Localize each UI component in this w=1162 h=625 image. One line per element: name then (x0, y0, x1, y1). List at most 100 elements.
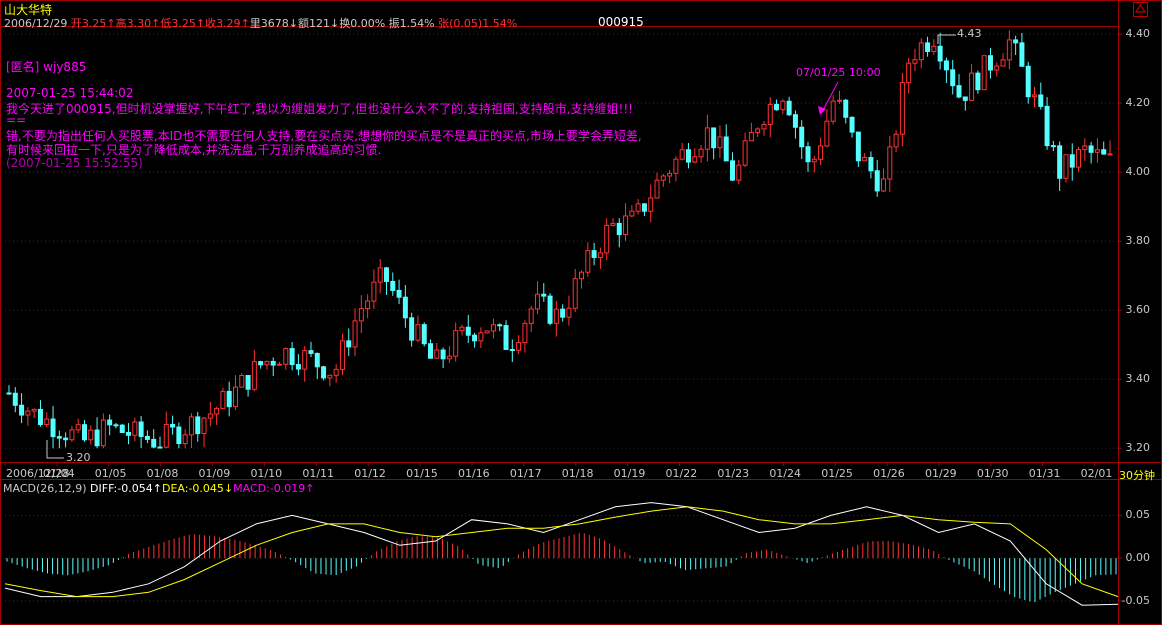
candle-body (855, 131, 861, 162)
time-tick-label: 01/09 (198, 467, 231, 480)
macd-info-bar: MACD(26,12,9) DIFF:-0.054↑DEA:-0.045↓MAC… (3, 482, 315, 495)
candle-body (704, 127, 710, 150)
marker-arrow-line (821, 81, 839, 113)
candle-body (1088, 145, 1094, 153)
low-marker-line (46, 440, 64, 459)
candle-body (522, 322, 528, 344)
time-tick-label: 01/15 (406, 467, 438, 480)
candle-body (824, 120, 830, 147)
candle-body (220, 390, 226, 409)
up-arrow-icon: ↑ (305, 482, 315, 495)
comment-text: 我今天进了000915,但时机没掌握好,下午红了,我以为缠姐发力了,但也没什么大… (6, 102, 633, 116)
candle-body (987, 55, 993, 71)
candle-body (679, 149, 685, 160)
change-pct: 1.54% (482, 17, 518, 30)
time-tick-label: 01/24 (769, 467, 802, 480)
candle-body (1082, 145, 1088, 151)
volume-label: 里 (249, 17, 261, 30)
candle-body (245, 375, 251, 390)
amount-value: 121 (309, 17, 330, 30)
candle-body (623, 215, 629, 236)
candle-body (289, 348, 295, 366)
candle-body (761, 123, 767, 130)
amplitude-label: 振 (388, 17, 400, 30)
macd-label: MACD(26,12,9) (3, 482, 87, 495)
candle-body (918, 42, 924, 61)
candle-body (377, 267, 383, 283)
candle-body (541, 293, 547, 297)
down-arrow-icon: ↓ (288, 17, 298, 30)
candle-body (836, 99, 842, 102)
turnover-label: 换 (339, 17, 351, 30)
candle-body (748, 132, 754, 142)
candle-body (239, 375, 245, 388)
down-arrow-icon: ↓ (223, 482, 234, 495)
candle-body (1057, 145, 1063, 179)
candle-body (1032, 94, 1038, 98)
candle-body (579, 271, 585, 280)
candle-body (503, 325, 509, 350)
up-arrow-icon: ↑ (240, 17, 250, 30)
candle-body (19, 404, 25, 416)
candle-body (1107, 153, 1113, 156)
time-tick-label: 01/12 (354, 467, 386, 480)
candle-body (780, 100, 786, 111)
candle-body (698, 148, 704, 158)
time-tick-label: 01/18 (561, 467, 594, 480)
candle-body (302, 350, 308, 370)
candle-body (358, 308, 364, 322)
candle-body (553, 308, 559, 324)
close-button[interactable] (1133, 2, 1148, 17)
candle-body (339, 340, 345, 370)
time-tick-label: 01/11 (302, 467, 335, 480)
amount-label: 额 (298, 17, 309, 30)
down-arrow-icon: ↓ (330, 17, 340, 30)
candle-body (1076, 149, 1082, 168)
high-annotation: 4.43 (957, 27, 982, 40)
candle-body (333, 368, 339, 376)
candle-body (346, 340, 352, 348)
candle-body (465, 326, 471, 336)
candle-body (182, 434, 188, 445)
candle-body (50, 418, 56, 438)
candle-body (667, 172, 673, 177)
candle-body (484, 330, 490, 334)
candle-body (629, 210, 635, 217)
candle-body (962, 96, 968, 101)
candle-body (478, 332, 484, 342)
candle-body (925, 42, 931, 52)
amplitude-value: 1.54% (399, 17, 435, 30)
candle-body (63, 437, 69, 441)
candle-body (308, 350, 314, 354)
candle-body (597, 252, 603, 258)
candle-body (1000, 59, 1006, 67)
up-arrow-icon: ↑ (195, 17, 206, 30)
open-label: 开 (70, 17, 82, 30)
candle-body (1038, 94, 1044, 107)
price-tick-label: 3.60 (1125, 303, 1151, 317)
candle-body (440, 349, 446, 360)
candle-body (516, 342, 522, 351)
candle-body (654, 179, 660, 199)
candle-body (660, 175, 666, 181)
candle-body (956, 85, 962, 98)
period-label[interactable]: 30分钟 (1119, 469, 1155, 482)
candle-body (176, 426, 182, 445)
candle-body (811, 158, 817, 163)
candle-body (648, 197, 654, 212)
low-value: 3.25 (171, 17, 196, 30)
comment-author: [匿名] wjy885 (6, 60, 87, 74)
candle-body (81, 424, 87, 441)
up-arrow-icon: ↑ (152, 482, 162, 495)
candle-body (226, 390, 232, 408)
time-tick-label: 02/01 (1080, 467, 1113, 480)
candle-body (201, 417, 207, 435)
candle-body (207, 413, 213, 419)
candle-body (113, 424, 119, 427)
candle-body (755, 128, 761, 134)
candle-body (264, 360, 270, 366)
candle-body (566, 307, 572, 318)
dea-value: -0.045 (188, 482, 224, 495)
